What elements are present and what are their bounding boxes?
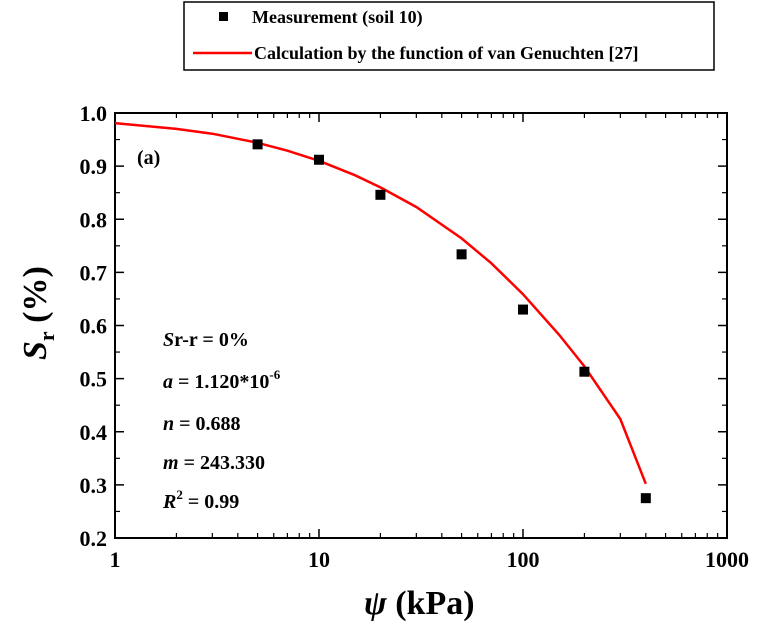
y-tick-label: 0.2 xyxy=(80,526,108,551)
y-tick-label: 0.8 xyxy=(80,207,108,232)
x-tick-label: 10 xyxy=(308,547,330,572)
legend: Measurement (soil 10) Calculation by the… xyxy=(183,1,715,71)
y-tick-label: 1.0 xyxy=(80,101,108,126)
y-tick-label: 0.3 xyxy=(80,473,108,498)
legend-marker-measurement xyxy=(219,12,228,21)
x-axis-title: ψ (kPa) xyxy=(364,585,475,622)
panel-label: (a) xyxy=(137,147,160,169)
measurement-markers xyxy=(252,139,651,504)
annotation-n: n = 0.688 xyxy=(163,413,241,435)
annotation-sr: Sr-r = 0% xyxy=(163,329,249,351)
data-point xyxy=(579,366,590,377)
y-tick-label: 0.6 xyxy=(80,314,108,339)
y-tick-label: 0.7 xyxy=(80,260,108,285)
legend-label-measurement: Measurement (soil 10) xyxy=(252,7,423,28)
data-point xyxy=(314,154,324,165)
data-point xyxy=(375,189,386,200)
data-point xyxy=(518,304,528,315)
fit-parameters: Sr-r = 0% a = 1.120*10-6 n = 0.688 m = 2… xyxy=(162,329,281,513)
data-point xyxy=(252,139,263,150)
plot-frame xyxy=(114,112,728,539)
annotation-a: a = 1.120*10-6 xyxy=(163,367,281,393)
x-tick-label: 100 xyxy=(507,547,540,572)
x-tick-label: 1 xyxy=(110,547,121,572)
legend-box xyxy=(183,1,715,71)
y-tick-label: 0.4 xyxy=(80,420,108,445)
x-tick-label: 1000 xyxy=(705,547,749,572)
x-tick-labels: 1 10 100 1000 xyxy=(110,547,750,572)
annotation-m: m = 243.330 xyxy=(163,452,265,474)
fit-line-van-genuchten xyxy=(114,121,647,485)
y-axis-title: Sr (%) xyxy=(17,266,59,360)
annotation-r2: R2 = 0.99 xyxy=(162,487,239,513)
data-point xyxy=(456,249,467,260)
data-point xyxy=(640,493,651,504)
y-tick-labels: 0.2 0.3 0.4 0.5 0.6 0.7 0.8 0.9 1.0 xyxy=(80,101,108,551)
y-tick-label: 0.5 xyxy=(80,367,108,392)
y-tick-label: 0.9 xyxy=(80,154,108,179)
axis-ticks xyxy=(114,112,728,539)
legend-label-calculation: Calculation by the function of van Genuc… xyxy=(254,43,639,63)
